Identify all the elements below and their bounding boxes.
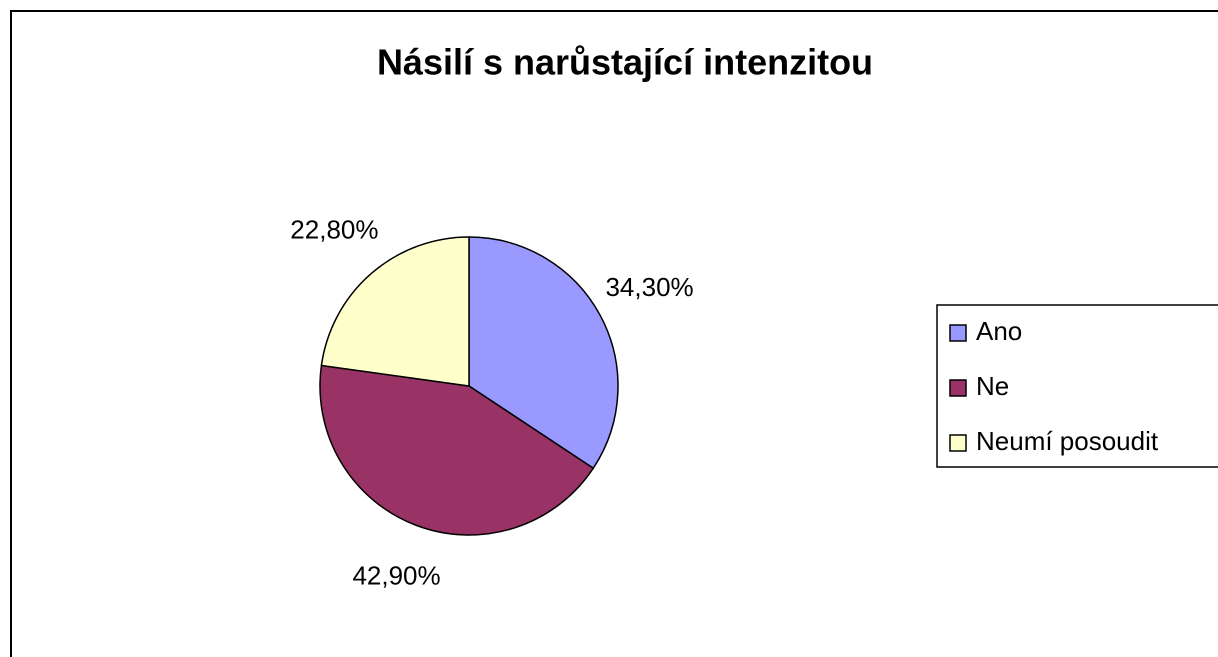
legend-swatch [949, 324, 967, 342]
data-label: 34,30% [605, 272, 693, 302]
legend-label: Neumí posoudit [976, 426, 1159, 456]
legend-swatch [949, 434, 967, 452]
data-label: 22,80% [290, 214, 378, 244]
chart-title: Násilí s narůstající intenzitou [377, 42, 873, 83]
legend-label: Ne [976, 371, 1009, 401]
pie-slice [320, 236, 470, 387]
legend-swatch [949, 379, 967, 397]
data-label: 42,90% [352, 561, 440, 591]
pie-slice [319, 364, 595, 536]
legend-label: Ano [976, 316, 1022, 346]
legend-box [936, 304, 1218, 468]
